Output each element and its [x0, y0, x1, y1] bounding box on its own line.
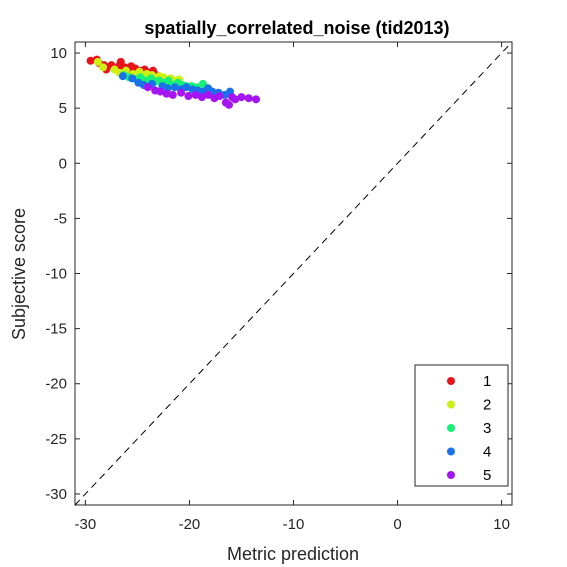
- y-tick-label: 10: [50, 45, 67, 62]
- data-point: [182, 83, 191, 92]
- data-point: [244, 94, 253, 103]
- chart-title: spatially_correlated_noise (tid2013): [144, 18, 449, 38]
- data-point: [156, 87, 165, 96]
- y-tick-label: 0: [59, 155, 67, 172]
- legend-marker: [447, 377, 455, 385]
- data-point: [177, 88, 186, 97]
- x-axis-ticks: -30 -20 -10 0 10: [75, 42, 510, 533]
- legend-marker: [447, 471, 455, 479]
- data-point: [128, 74, 137, 83]
- x-tick-label: -10: [283, 516, 305, 533]
- data-point: [118, 72, 127, 81]
- y-tick-label: -15: [45, 321, 67, 338]
- data-point: [93, 57, 102, 66]
- legend-label: 5: [483, 467, 491, 484]
- y-axis-label: Subjective score: [9, 208, 29, 340]
- data-points: [86, 55, 261, 109]
- legend-marker: [447, 400, 455, 409]
- legend-marker: [447, 424, 455, 432]
- y-tick-label: 5: [59, 100, 67, 117]
- y-tick-label: -10: [45, 266, 67, 283]
- data-point: [99, 63, 108, 72]
- data-point: [168, 90, 177, 99]
- data-point: [191, 90, 200, 99]
- data-point: [215, 92, 224, 101]
- reference-line: [74, 41, 513, 506]
- x-tick-label: -20: [179, 516, 201, 533]
- y-tick-label: -30: [45, 486, 67, 503]
- data-point: [197, 93, 206, 102]
- x-tick-label: 0: [393, 516, 401, 533]
- y-tick-label: -20: [45, 376, 67, 393]
- series-4: [118, 72, 235, 99]
- data-point: [143, 83, 152, 92]
- legend-label: 3: [483, 420, 491, 437]
- legend: 1 2 3 4 5: [414, 364, 509, 487]
- y-tick-label: -25: [45, 431, 67, 448]
- x-tick-label: 10: [493, 516, 510, 533]
- data-point: [252, 95, 261, 104]
- y-axis-ticks: -30 -25 -20 -15 -10 -5 0 5 10: [45, 45, 512, 503]
- data-point: [170, 83, 179, 92]
- data-point: [224, 100, 233, 109]
- data-point: [86, 56, 95, 65]
- data-point: [162, 89, 171, 98]
- data-point: [116, 57, 125, 66]
- data-point: [184, 92, 193, 101]
- legend-label: 4: [483, 444, 491, 461]
- legend-marker: [447, 447, 455, 456]
- legend-items: 1 2 3 4 5: [447, 373, 491, 484]
- data-point: [237, 93, 246, 102]
- legend-label: 2: [483, 397, 491, 414]
- x-tick-label: -30: [75, 516, 97, 533]
- series-5: [143, 83, 261, 109]
- legend-label: 1: [483, 373, 491, 390]
- data-point: [231, 95, 240, 104]
- data-point: [204, 90, 213, 99]
- x-axis-label: Metric prediction: [227, 544, 359, 564]
- y-tick-label: -5: [54, 210, 67, 227]
- legend-box: [414, 364, 509, 487]
